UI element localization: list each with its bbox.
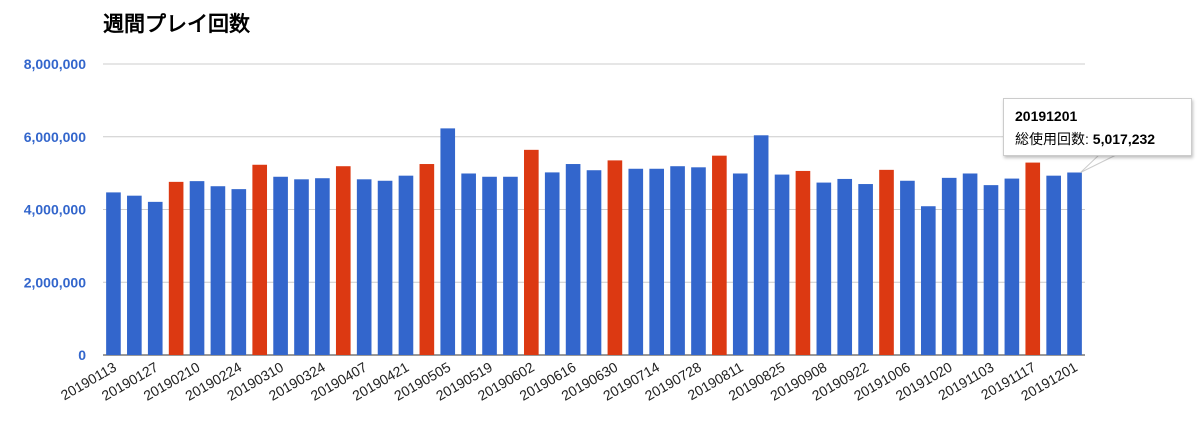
chart-title: 週間プレイ回数 — [103, 12, 250, 36]
bar — [670, 166, 685, 355]
y-tick-label: 2,000,000 — [24, 274, 86, 290]
bar — [210, 186, 226, 355]
bar — [649, 168, 664, 355]
bar — [294, 179, 309, 355]
bar — [774, 174, 790, 355]
bar — [858, 184, 873, 355]
bar — [147, 201, 163, 355]
bar — [377, 180, 393, 355]
bar — [1025, 162, 1041, 355]
tooltip-date: 20191201 — [1015, 108, 1078, 124]
bar — [252, 164, 268, 355]
bar — [335, 166, 351, 355]
tooltip-pointer — [1080, 153, 1119, 173]
bar — [962, 173, 978, 355]
bar — [482, 176, 497, 355]
bar — [795, 170, 811, 355]
bar — [189, 181, 205, 355]
bar — [544, 172, 560, 355]
bar — [586, 170, 602, 355]
bar — [315, 178, 330, 355]
bar — [879, 169, 894, 355]
x-axis-tick-labels: 2019011320190127201902102019022420190310… — [58, 359, 1080, 404]
bar — [607, 160, 623, 355]
bar — [127, 195, 142, 355]
y-tick-label: 0 — [78, 347, 86, 363]
bar — [837, 178, 853, 355]
bar — [941, 177, 957, 355]
bar — [983, 185, 999, 355]
bar — [503, 176, 518, 355]
tooltip-row: 総使用回数: 5,017,232 — [1015, 129, 1155, 149]
y-axis-tick-labels: 0 2,000,000 4,000,000 6,000,000 8,000,000 — [24, 56, 87, 363]
tooltip-value: 5,017,232 — [1092, 131, 1156, 147]
tooltip: 20191201 総使用回数: 5,017,232 — [1003, 98, 1192, 156]
y-tick-label: 4,000,000 — [24, 202, 86, 218]
bar — [524, 149, 539, 355]
bar — [628, 168, 644, 355]
bar — [106, 192, 121, 355]
bar — [1067, 172, 1082, 355]
bar — [168, 181, 184, 355]
bar — [273, 176, 288, 355]
y-tick-label: 6,000,000 — [24, 129, 86, 145]
bar — [356, 179, 372, 355]
bar — [816, 182, 832, 355]
bar — [565, 164, 581, 355]
bar — [732, 173, 748, 355]
bar — [461, 173, 476, 355]
bar — [231, 189, 247, 355]
bars — [106, 128, 1082, 355]
bar — [920, 206, 936, 355]
bar — [691, 167, 706, 355]
bar — [1004, 178, 1020, 355]
bar — [419, 164, 435, 355]
tooltip-series-label: 総使用回数: — [1015, 131, 1093, 147]
bar — [1046, 175, 1061, 355]
y-tick-label: 8,000,000 — [24, 56, 86, 72]
bar — [753, 135, 769, 355]
bar — [712, 155, 727, 355]
bar — [900, 180, 915, 355]
bar — [398, 175, 414, 355]
bar — [440, 128, 456, 355]
